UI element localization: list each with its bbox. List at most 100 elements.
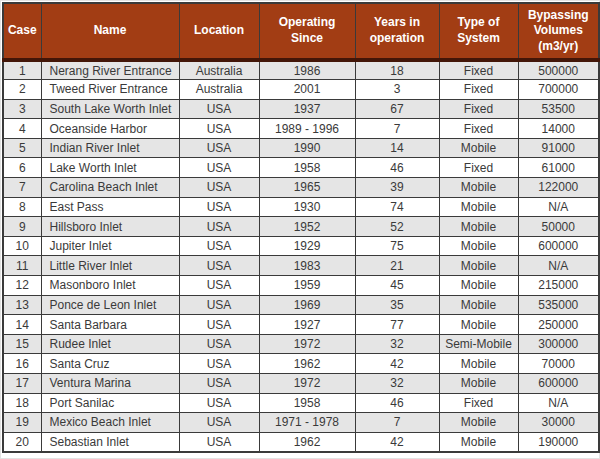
cell-operating_since: 1983 (259, 256, 355, 276)
table-body: 1Nerang River EntranceAustralia198618Fix… (3, 60, 599, 452)
cell-operating_since: 1986 (259, 60, 355, 80)
cell-name: Port Sanilac (41, 393, 179, 413)
cell-years_in_operation: 42 (355, 354, 439, 374)
cell-operating_since: 1958 (259, 158, 355, 178)
cell-operating_since: 1990 (259, 138, 355, 158)
cell-case: 5 (3, 138, 41, 158)
cell-case: 14 (3, 315, 41, 335)
cell-years_in_operation: 42 (355, 432, 439, 452)
cell-years_in_operation: 21 (355, 256, 439, 276)
cell-bypassing_volumes: 30000 (518, 413, 599, 433)
cell-location: USA (179, 334, 259, 354)
cell-name: East Pass (41, 197, 179, 217)
table-row: 16Santa CruzUSA196242Mobile70000 (3, 354, 599, 374)
table-row: 2Tweed River EntranceAustralia20013Fixed… (3, 80, 599, 100)
cell-type_of_system: Mobile (439, 315, 518, 335)
cell-years_in_operation: 45 (355, 276, 439, 296)
table-row: 20Sebastian InletUSA196242Mobile190000 (3, 432, 599, 452)
cell-bypassing_volumes: 250000 (518, 315, 599, 335)
cell-location: USA (179, 99, 259, 119)
cell-case: 11 (3, 256, 41, 276)
column-header-name: Name (41, 3, 179, 60)
cell-years_in_operation: 75 (355, 236, 439, 256)
cell-type_of_system: Fixed (439, 60, 518, 80)
table-row: 4Oceanside HarborUSA1989 - 19967Fixed140… (3, 119, 599, 139)
table-row: 9Hillsboro InletUSA195252Mobile50000 (3, 217, 599, 237)
cell-operating_since: 1937 (259, 99, 355, 119)
cell-bypassing_volumes: 122000 (518, 178, 599, 198)
cell-years_in_operation: 39 (355, 178, 439, 198)
table-row: 12Masonboro InletUSA195945Mobile215000 (3, 276, 599, 296)
cell-operating_since: 1971 - 1978 (259, 413, 355, 433)
cell-location: Australia (179, 60, 259, 80)
cell-operating_since: 1952 (259, 217, 355, 237)
cell-name: Jupiter Inlet (41, 236, 179, 256)
cell-case: 6 (3, 158, 41, 178)
cell-case: 10 (3, 236, 41, 256)
cell-type_of_system: Mobile (439, 295, 518, 315)
cell-years_in_operation: 32 (355, 334, 439, 354)
table-row: 14Santa BarbaraUSA192777Mobile250000 (3, 315, 599, 335)
cell-operating_since: 1927 (259, 315, 355, 335)
cell-bypassing_volumes: 53500 (518, 99, 599, 119)
sand-bypassing-systems-table: CaseNameLocationOperating SinceYears in … (2, 2, 600, 453)
cell-bypassing_volumes: 14000 (518, 119, 599, 139)
cell-bypassing_volumes: 600000 (518, 236, 599, 256)
cell-name: Santa Barbara (41, 315, 179, 335)
cell-name: Rudee Inlet (41, 334, 179, 354)
table-row: 5Indian River InletUSA199014Mobile91000 (3, 138, 599, 158)
cell-location: USA (179, 315, 259, 335)
table-header-row: CaseNameLocationOperating SinceYears in … (3, 3, 599, 60)
cell-location: USA (179, 119, 259, 139)
cell-type_of_system: Semi-Mobile (439, 334, 518, 354)
cell-operating_since: 1972 (259, 334, 355, 354)
cell-type_of_system: Mobile (439, 413, 518, 433)
cell-operating_since: 1989 - 1996 (259, 119, 355, 139)
cell-operating_since: 1930 (259, 197, 355, 217)
cell-type_of_system: Mobile (439, 354, 518, 374)
cell-location: USA (179, 178, 259, 198)
cell-location: USA (179, 197, 259, 217)
cell-years_in_operation: 32 (355, 374, 439, 394)
cell-years_in_operation: 52 (355, 217, 439, 237)
cell-name: Masonboro Inlet (41, 276, 179, 296)
column-header-bypassing_volumes: Bypassing Volumes (m3/yr) (518, 3, 599, 60)
cell-location: USA (179, 276, 259, 296)
cell-location: USA (179, 432, 259, 452)
cell-name: Mexico Beach Inlet (41, 413, 179, 433)
cell-type_of_system: Mobile (439, 217, 518, 237)
cell-case: 13 (3, 295, 41, 315)
table-row: 3South Lake Worth InletUSA193767Fixed535… (3, 99, 599, 119)
cell-operating_since: 1958 (259, 393, 355, 413)
cell-name: South Lake Worth Inlet (41, 99, 179, 119)
cell-location: USA (179, 138, 259, 158)
cell-location: USA (179, 295, 259, 315)
cell-location: USA (179, 256, 259, 276)
cell-type_of_system: Mobile (439, 178, 518, 198)
column-header-location: Location (179, 3, 259, 60)
cell-case: 1 (3, 60, 41, 80)
cell-type_of_system: Mobile (439, 256, 518, 276)
cell-type_of_system: Mobile (439, 374, 518, 394)
cell-case: 4 (3, 119, 41, 139)
cell-case: 18 (3, 393, 41, 413)
cell-location: USA (179, 217, 259, 237)
table-row: 18Port SanilacUSA195846FixedN/A (3, 393, 599, 413)
table-row: 6Lake Worth InletUSA195846Fixed61000 (3, 158, 599, 178)
cell-bypassing_volumes: 190000 (518, 432, 599, 452)
cell-location: USA (179, 236, 259, 256)
column-header-type_of_system: Type of System (439, 3, 518, 60)
cell-type_of_system: Mobile (439, 138, 518, 158)
cell-name: Lake Worth Inlet (41, 158, 179, 178)
cell-years_in_operation: 14 (355, 138, 439, 158)
table-row: 10Jupiter InletUSA192975Mobile600000 (3, 236, 599, 256)
cell-operating_since: 2001 (259, 80, 355, 100)
cell-years_in_operation: 46 (355, 158, 439, 178)
table-row: 19Mexico Beach InletUSA1971 - 19787Mobil… (3, 413, 599, 433)
cell-type_of_system: Fixed (439, 119, 518, 139)
cell-case: 7 (3, 178, 41, 198)
cell-operating_since: 1929 (259, 236, 355, 256)
cell-bypassing_volumes: 215000 (518, 276, 599, 296)
cell-type_of_system: Fixed (439, 393, 518, 413)
cell-case: 19 (3, 413, 41, 433)
